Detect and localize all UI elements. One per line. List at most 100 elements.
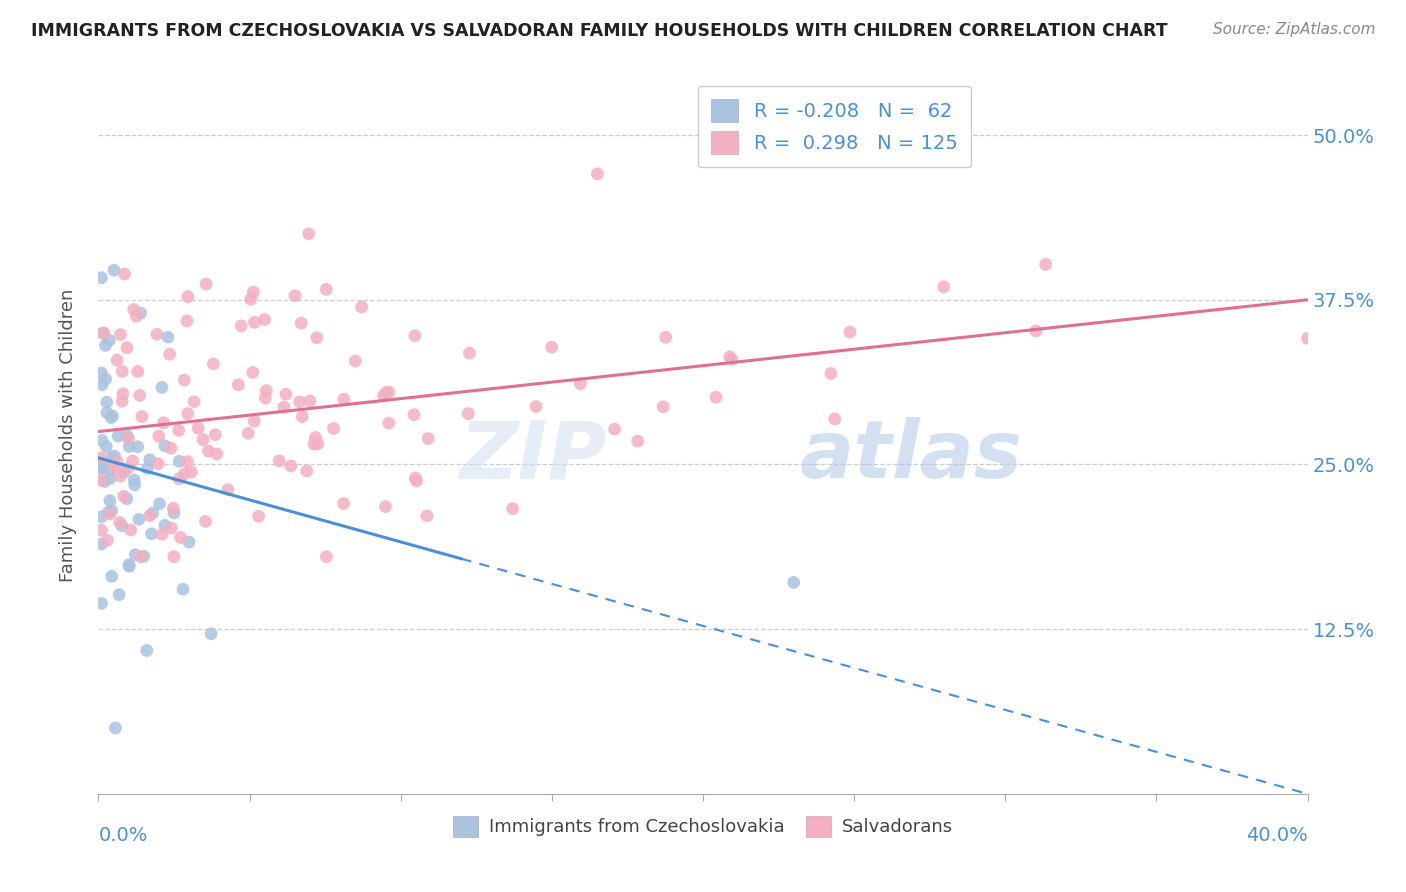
Point [96,533,118,548]
Point [131,409,153,424]
Point [721,352,744,367]
Point [124,548,146,562]
Point [120,523,142,537]
Point [652,400,675,414]
Point [127,440,149,454]
Point [100,503,122,517]
Point [375,385,398,400]
Point [458,346,481,360]
Point [305,331,328,345]
Point [718,350,741,364]
Point [111,386,134,401]
Point [173,467,195,481]
Point [90,270,112,285]
Point [108,469,131,483]
Point [344,354,367,368]
Point [162,501,184,516]
Point [307,436,329,450]
Point [231,318,253,333]
Point [90,456,112,470]
Point [176,455,198,469]
Legend: Immigrants from Czechoslovakia, Salvadorans: Immigrants from Czechoslovakia, Salvador… [446,808,960,844]
Point [111,364,134,378]
Point [194,515,217,529]
Point [160,441,183,455]
Point [146,327,169,342]
Point [177,290,200,304]
Point [402,408,425,422]
Point [139,508,162,523]
Point [191,433,214,447]
Point [239,292,262,306]
Point [205,447,228,461]
Point [118,558,141,572]
Point [150,380,173,394]
Point [90,597,112,611]
Point [304,430,326,444]
Point [169,531,191,545]
Point [173,373,195,387]
Point [122,473,145,487]
Point [298,394,321,409]
Point [104,721,127,735]
Point [247,509,270,524]
Point [156,330,179,344]
Point [273,401,295,415]
Point [333,392,356,407]
Point [332,497,354,511]
Point [125,310,148,324]
Point [932,280,955,294]
Point [569,376,592,391]
Point [111,518,134,533]
Point [111,394,134,409]
Point [121,454,143,468]
Point [824,412,846,426]
Point [97,505,120,519]
Point [288,394,311,409]
Point [167,472,190,486]
Point [183,394,205,409]
Point [416,508,439,523]
Point [90,460,112,475]
Point [274,387,297,401]
Point [350,300,373,314]
Point [112,465,135,479]
Point [112,489,135,503]
Point [627,434,650,449]
Point [315,549,337,564]
Point [243,414,266,428]
Point [253,312,276,326]
Point [118,440,141,454]
Point [1025,324,1047,338]
Point [91,377,114,392]
Point [243,315,266,329]
Point [110,327,132,342]
Point [378,416,401,430]
Point [378,385,401,400]
Point [141,526,163,541]
Point [217,483,239,497]
Point [242,366,264,380]
Point [200,626,222,640]
Point [1296,331,1319,345]
Point [284,289,307,303]
Point [90,474,112,488]
Point [269,454,291,468]
Point [820,367,842,381]
Point [124,478,146,492]
Point [172,582,194,597]
Point [160,521,183,535]
Point [148,497,170,511]
Point [839,325,862,339]
Point [98,463,121,477]
Point [167,423,190,437]
Point [115,491,138,506]
Point [91,326,114,340]
Point [295,464,318,478]
Point [291,409,314,424]
Point [117,461,139,475]
Point [540,340,562,354]
Point [457,407,479,421]
Point [115,341,138,355]
Point [90,537,112,551]
